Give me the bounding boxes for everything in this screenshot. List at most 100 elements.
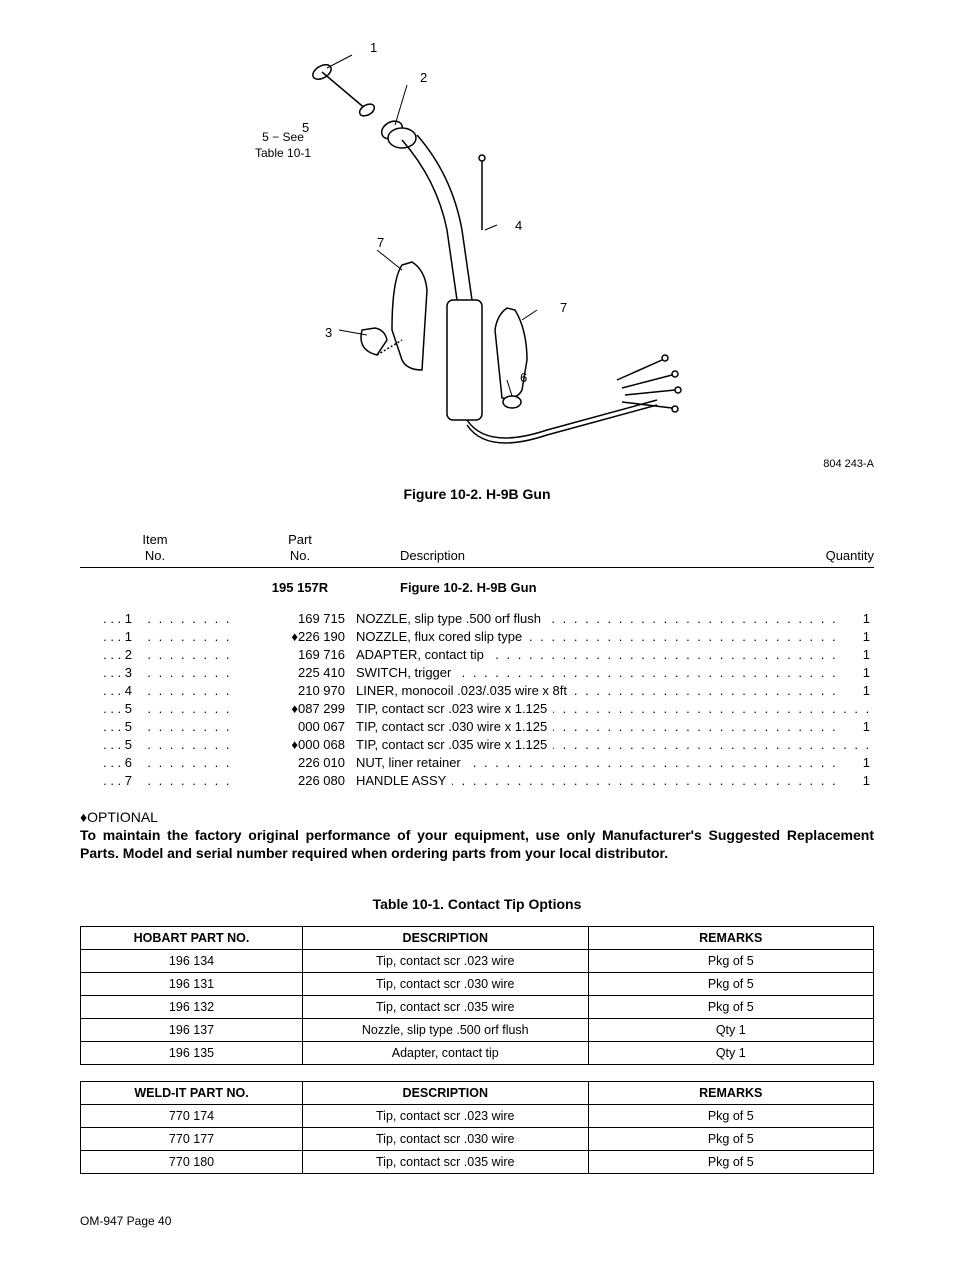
- part-qty: 1: [844, 719, 874, 734]
- table-cell: Pkg of 5: [588, 950, 874, 973]
- callout-3: 3: [325, 325, 332, 340]
- table-cell: 770 177: [81, 1128, 303, 1151]
- part-number: ♦000 068: [235, 737, 355, 752]
- table-row: 196 131Tip, contact scr .030 wirePkg of …: [81, 973, 874, 996]
- part-row: . . . . . . . . . . . . . . . . . . . . …: [80, 737, 874, 755]
- optional-label: ♦OPTIONAL: [80, 809, 874, 825]
- part-row: . . . . . . . . . . . . . . . . . . . . …: [80, 701, 874, 719]
- part-desc: NUT, liner retainer: [350, 755, 467, 770]
- part-number: 226 010: [235, 755, 355, 770]
- hdr-part: Part No.: [230, 532, 370, 563]
- callout-2: 2: [420, 70, 427, 85]
- gun-diagram: [227, 30, 727, 450]
- hdr-qty: Quantity: [794, 532, 874, 563]
- part-desc: LINER, monocoil .023/.035 wire x 8ft: [350, 683, 573, 698]
- part-number: 000 067: [235, 719, 355, 734]
- part-desc: TIP, contact scr .035 wire x 1.125: [350, 737, 553, 752]
- table-cell: Pkg of 5: [588, 1105, 874, 1128]
- part-desc: NOZZLE, slip type .500 orf flush: [350, 611, 547, 626]
- part-qty: 1: [844, 773, 874, 788]
- part-row: . . . . . . . . . . . . . . . . . . . . …: [80, 665, 874, 683]
- table-row: 196 137Nozzle, slip type .500 orf flushQ…: [81, 1019, 874, 1042]
- part-number: 210 970: [235, 683, 355, 698]
- part-desc: SWITCH, trigger: [350, 665, 457, 680]
- title-row: 195 157R Figure 10-2. H-9B Gun: [80, 580, 874, 595]
- part-number: 226 080: [235, 773, 355, 788]
- table-cell: Tip, contact scr .023 wire: [303, 950, 588, 973]
- part-row: . . . . . . . . . . . . . . . . . . . . …: [80, 611, 874, 629]
- table-cell: Pkg of 5: [588, 973, 874, 996]
- callout-5: 5: [302, 120, 309, 135]
- callout-1: 1: [370, 40, 377, 55]
- table-cell: Qty 1: [588, 1019, 874, 1042]
- table-cell: 196 137: [81, 1019, 303, 1042]
- hdr-item: Item No.: [80, 532, 230, 563]
- part-number: 225 410: [235, 665, 355, 680]
- table-cell: Pkg of 5: [588, 996, 874, 1019]
- table-cell: 770 174: [81, 1105, 303, 1128]
- part-row: . . . . . . . . . . . . . . . . . . . . …: [80, 647, 874, 665]
- table-header: WELD-IT PART NO.: [81, 1082, 303, 1105]
- table-cell: Tip, contact scr .035 wire: [303, 1151, 588, 1174]
- part-desc: TIP, contact scr .030 wire x 1.125: [350, 719, 553, 734]
- part-desc: HANDLE ASSY: [350, 773, 452, 788]
- parts-header: Item No. Part No. Description Quantity: [80, 532, 874, 568]
- table-cell: Pkg of 5: [588, 1128, 874, 1151]
- part-qty: 1: [844, 683, 874, 698]
- part-row: . . . . . . . . . . . . . . . . . . . . …: [80, 683, 874, 701]
- part-item: . . . 7: [80, 773, 140, 788]
- title-part: 195 157R: [230, 580, 370, 595]
- table-cell: 196 132: [81, 996, 303, 1019]
- table-cell: 196 135: [81, 1042, 303, 1065]
- part-desc: NOZZLE, flux cored slip type: [350, 629, 528, 644]
- bold-note: To maintain the factory original perform…: [80, 827, 874, 862]
- part-row: . . . . . . . . . . . . . . . . . . . . …: [80, 773, 874, 791]
- options-caption: Table 10-1. Contact Tip Options: [80, 896, 874, 912]
- table-header: DESCRIPTION: [303, 1082, 588, 1105]
- part-item: . . . 5: [80, 719, 140, 734]
- part-number: 169 716: [235, 647, 355, 662]
- part-qty: 1: [844, 611, 874, 626]
- callout-7b: 7: [560, 300, 567, 315]
- table-row: 770 177Tip, contact scr .030 wirePkg of …: [81, 1128, 874, 1151]
- part-qty: 1: [844, 629, 874, 644]
- part-row: . . . . . . . . . . . . . . . . . . . . …: [80, 755, 874, 773]
- part-number: 169 715: [235, 611, 355, 626]
- weldit-table: WELD-IT PART NO.DESCRIPTIONREMARKS 770 1…: [80, 1081, 874, 1174]
- table-cell: Adapter, contact tip: [303, 1042, 588, 1065]
- diagram-ref: 804 243-A: [823, 458, 874, 470]
- table-cell: Tip, contact scr .023 wire: [303, 1105, 588, 1128]
- title-desc: Figure 10-2. H-9B Gun: [370, 580, 794, 595]
- parts-section: Item No. Part No. Description Quantity 1…: [80, 532, 874, 791]
- table-cell: 196 134: [81, 950, 303, 973]
- table-cell: Pkg of 5: [588, 1151, 874, 1174]
- hdr-desc: Description: [370, 532, 794, 563]
- part-item: . . . 1: [80, 611, 140, 626]
- diagram-note-l2: Table 10-1: [255, 146, 311, 160]
- table-row: 770 174Tip, contact scr .023 wirePkg of …: [81, 1105, 874, 1128]
- part-desc: TIP, contact scr .023 wire x 1.125: [350, 701, 553, 716]
- figure-caption: Figure 10-2. H-9B Gun: [80, 486, 874, 502]
- part-item: . . . 4: [80, 683, 140, 698]
- hobart-table: HOBART PART NO.DESCRIPTIONREMARKS 196 13…: [80, 926, 874, 1065]
- table-header: HOBART PART NO.: [81, 927, 303, 950]
- table-row: 770 180Tip, contact scr .035 wirePkg of …: [81, 1151, 874, 1174]
- callout-4: 4: [515, 218, 522, 233]
- part-number: ♦226 190: [235, 629, 355, 644]
- table-cell: Qty 1: [588, 1042, 874, 1065]
- part-row: . . . . . . . . . . . . . . . . . . . . …: [80, 629, 874, 647]
- part-item: . . . 5: [80, 701, 140, 716]
- part-item: . . . 6: [80, 755, 140, 770]
- diagram-area: 5 − See Table 10-1 1 2 3 4 5 6 7 7 804 2…: [80, 30, 874, 480]
- part-qty: 1: [844, 647, 874, 662]
- table-cell: Tip, contact scr .030 wire: [303, 973, 588, 996]
- part-qty: 1: [844, 665, 874, 680]
- table-header: DESCRIPTION: [303, 927, 588, 950]
- table-cell: Nozzle, slip type .500 orf flush: [303, 1019, 588, 1042]
- part-desc: ADAPTER, contact tip: [350, 647, 490, 662]
- table-cell: 770 180: [81, 1151, 303, 1174]
- table-header: REMARKS: [588, 927, 874, 950]
- part-item: . . . 5: [80, 737, 140, 752]
- table-cell: Tip, contact scr .030 wire: [303, 1128, 588, 1151]
- callout-7a: 7: [377, 235, 384, 250]
